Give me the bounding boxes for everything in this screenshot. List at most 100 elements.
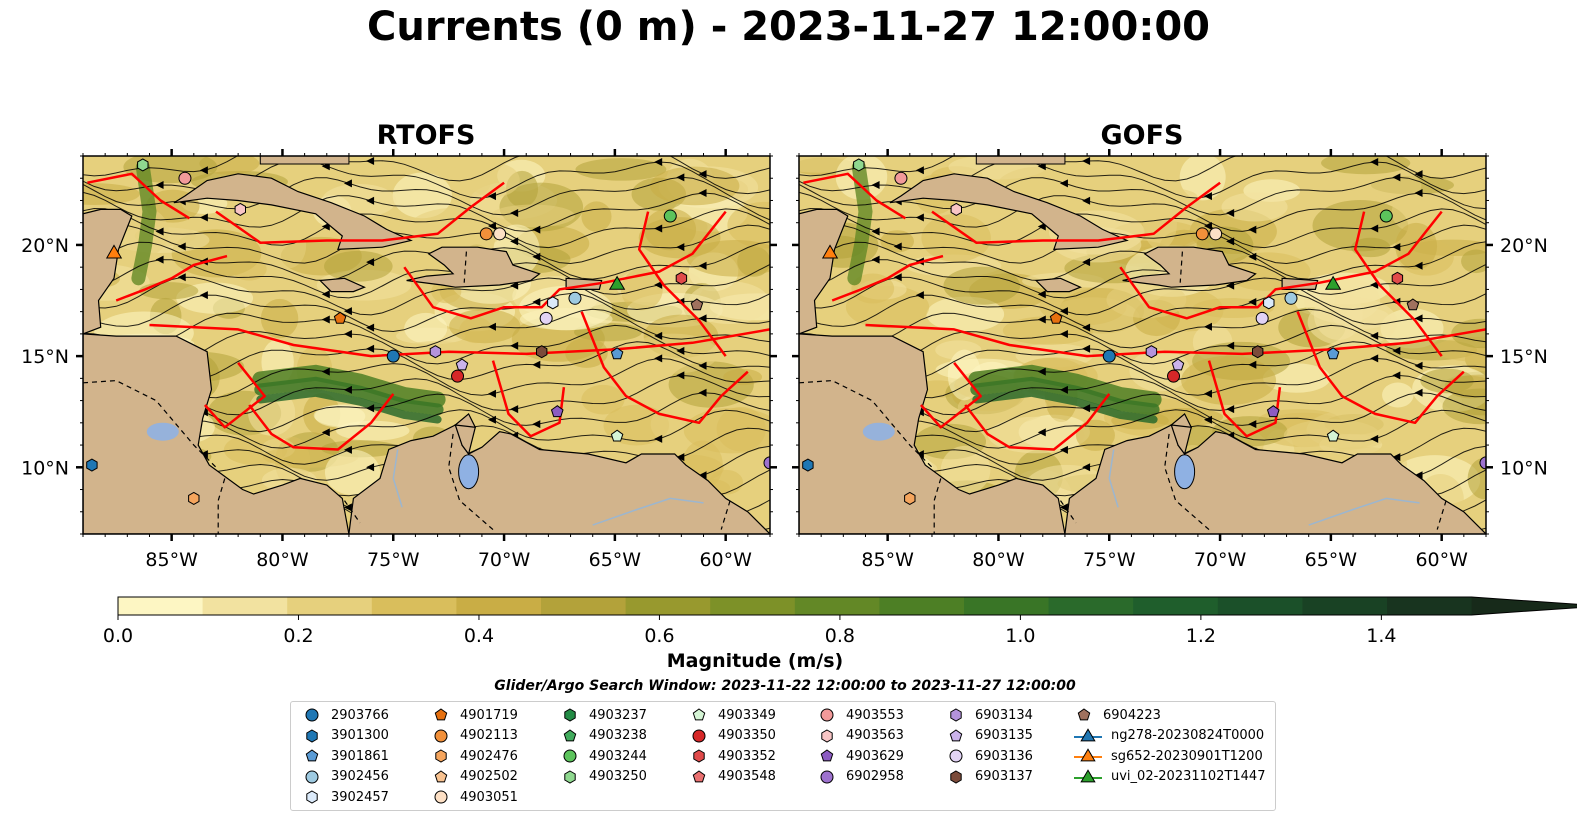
streamline-arrow [540, 156, 541, 157]
streamline [83, 292, 770, 333]
streamline-arrow [1059, 330, 1068, 339]
streamline-arrow [1248, 298, 1257, 307]
legend-item: 4902476 [430, 746, 518, 766]
legend-label: 4902476 [460, 748, 518, 764]
land-jamaica [1034, 277, 1082, 293]
current-jet [252, 364, 446, 408]
legend-marker-icon [564, 708, 576, 722]
streamline-arrow [1248, 420, 1257, 429]
streamline-arrow [366, 463, 375, 472]
platform-marker-4903352 [1391, 271, 1404, 285]
streamline-arrow [1370, 157, 1379, 166]
land-cuba [889, 173, 1129, 251]
colorbar-segment [118, 597, 204, 615]
legend-item: uvi_02-20231102T1447 [1073, 767, 1265, 787]
colorbar-tick-label: 0.2 [283, 625, 313, 647]
legend-item: 4903548 [688, 767, 776, 787]
streamline-arrow [676, 371, 685, 380]
lake-maracaibo [1174, 454, 1196, 490]
legend-triangle-marker [1080, 727, 1096, 741]
legend-item: 4902502 [430, 767, 518, 787]
speed-patch [490, 204, 575, 228]
colorbar-label: Magnitude (m/s) [666, 650, 844, 672]
lon-tick-label: 70°W [478, 549, 531, 571]
legend-marker-icon [305, 749, 319, 762]
speed-patch [880, 230, 915, 253]
legend-item: sg652-20230901T1200 [1073, 746, 1263, 766]
platform-marker-6902958 [763, 456, 770, 470]
streamline-arrow [1082, 323, 1091, 332]
lat-tick-label: 10°N [1500, 457, 1548, 479]
streamline-arrow [698, 261, 707, 270]
streamline-arrow [199, 291, 208, 300]
legend-circle-marker [820, 708, 834, 722]
streamline-arrow [1414, 261, 1423, 270]
speed-patch [223, 434, 288, 466]
speed-patch [921, 213, 991, 263]
legend-pentagon-marker [563, 728, 577, 741]
lake-maracaibo [458, 454, 480, 490]
eez-boundary [580, 311, 749, 425]
streamline-arrow [343, 385, 352, 394]
streamline-arrow [1414, 471, 1423, 480]
speed-patch [324, 449, 381, 495]
streamline-arrow [321, 367, 330, 376]
eez-boundary [87, 172, 191, 220]
legend-marker-icon [434, 769, 448, 782]
platform-marker-4903629 [550, 405, 564, 418]
legend-label: 4902502 [460, 769, 518, 784]
streamline-arrow [1226, 281, 1235, 290]
platform-marker-2903766 [1102, 349, 1116, 363]
streamline-arrow [1256, 156, 1257, 157]
legend-pentagon-marker [692, 708, 706, 721]
streamline-arrow [698, 170, 707, 179]
eez-boundary [964, 393, 1111, 451]
legend-marker-icon [305, 708, 319, 722]
map-frame [82, 155, 771, 535]
lon-tick-label: 80°W [256, 549, 309, 571]
current-jet [970, 376, 1160, 416]
colorbar-segment [710, 597, 796, 615]
legend-label: 6902958 [846, 769, 904, 784]
colorbar-segment [541, 597, 627, 615]
legend-label: 4903563 [846, 728, 904, 743]
streamline-arrow [1370, 331, 1379, 340]
speed-patch [940, 445, 991, 495]
colorbar-segment [1387, 597, 1473, 615]
legend-item: 4903237 [559, 705, 647, 725]
current-jet [972, 388, 1158, 424]
legend-item: 3901300 [301, 726, 389, 746]
legend-circle-marker [305, 708, 319, 722]
legend: 2903766 3901300 3901861 3902456 3902457 49017… [290, 701, 1276, 811]
legend-triangle-marker [1080, 768, 1096, 782]
legend-marker-icon [563, 728, 577, 741]
legend-item: 4903238 [559, 726, 647, 746]
lon-tick-label: 60°W [699, 549, 752, 571]
legend-label: 6903136 [975, 748, 1033, 764]
speed-patch [575, 158, 667, 181]
lat-tick-label: 20°N [21, 235, 69, 257]
legend-item: 4903244 [559, 746, 647, 766]
land-lake-region [454, 424, 477, 456]
platform-marker-6903136 [1255, 311, 1269, 325]
streamline-arrow [1082, 463, 1091, 472]
speed-patch [468, 162, 520, 198]
legend-label: 4903553 [846, 707, 904, 723]
speed-patch [688, 281, 770, 325]
colorbar-segment [1302, 597, 1388, 615]
platform-marker-3901861 [610, 347, 624, 360]
streamline-arrow [366, 323, 375, 332]
platform-marker-sg652-20230901T1200 [105, 244, 123, 259]
streamline-arrow [1059, 385, 1068, 394]
streamline-arrow [177, 242, 186, 251]
panel-title-rtofs: RTOFS [376, 120, 476, 151]
platform-marker-uvi_02-20231102T1447 [608, 275, 626, 290]
streamline-arrow [177, 273, 186, 282]
platform-marker-4903629 [1266, 405, 1280, 418]
platform-marker-4903563 [950, 202, 962, 216]
legend-pentagon-marker [434, 708, 448, 721]
eez-boundary [215, 181, 505, 244]
streamline [799, 224, 1486, 265]
streamline-arrow [915, 291, 924, 300]
legend-marker-icon [1074, 727, 1102, 741]
